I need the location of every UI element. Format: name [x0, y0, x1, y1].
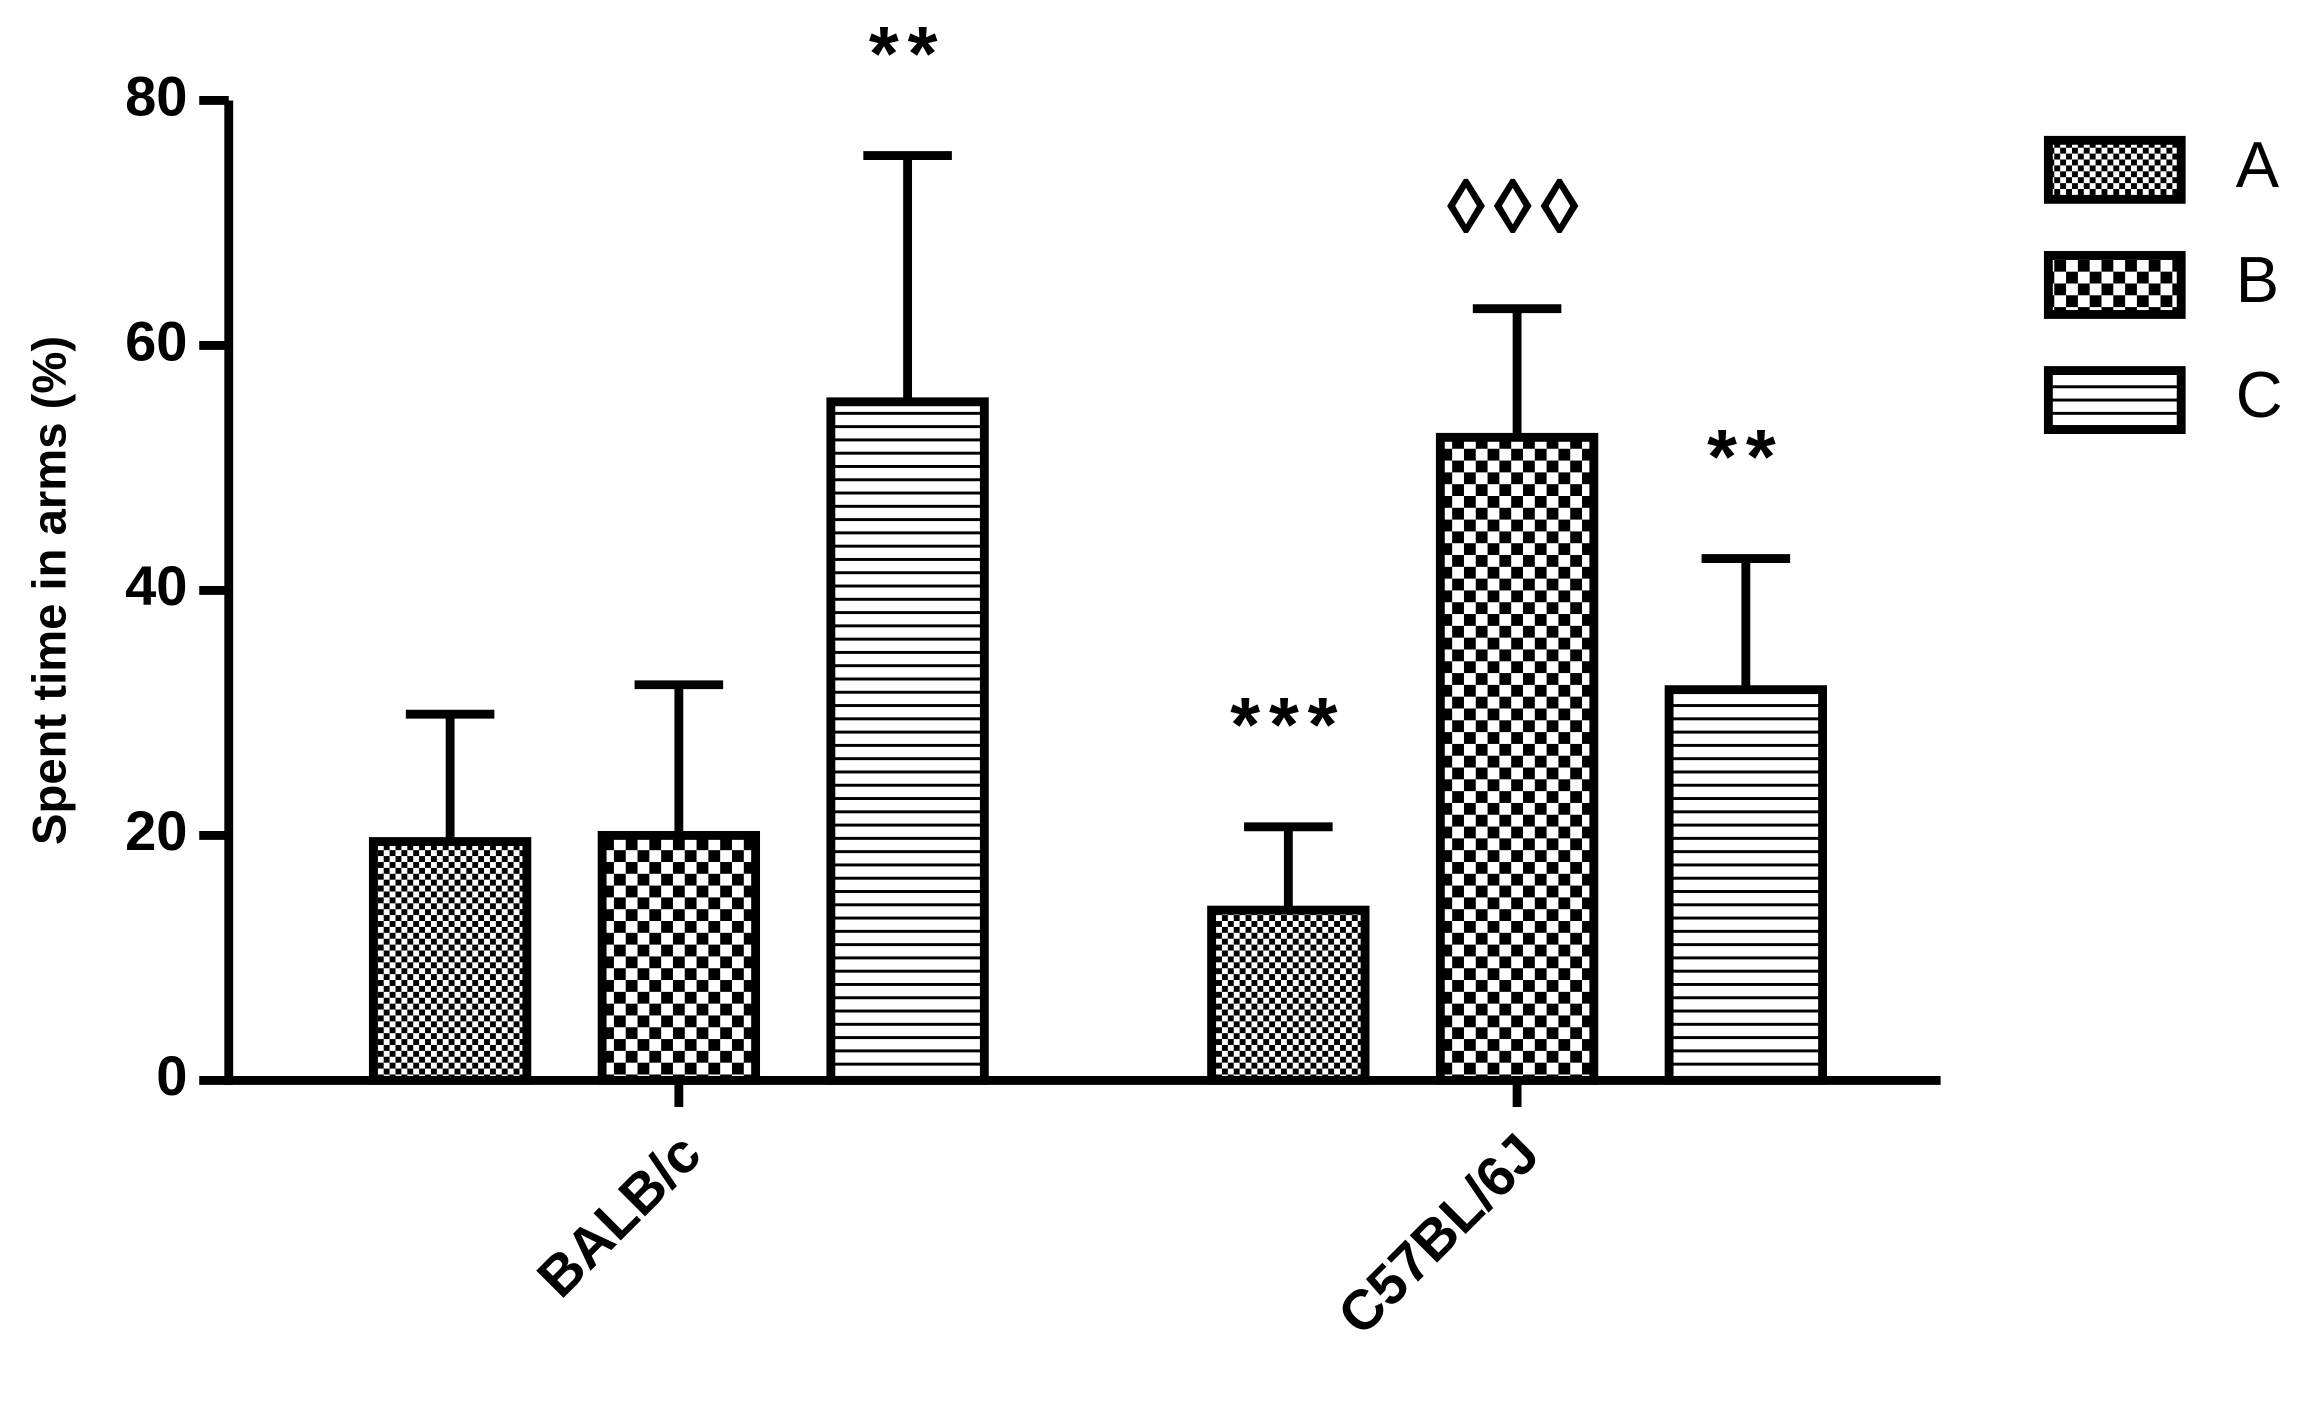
- x-tick-label: C57BL/6J: [1326, 1121, 1551, 1346]
- annotation: ◊◊◊: [1447, 165, 1587, 250]
- y-tick-label: 20: [125, 799, 187, 862]
- bar: [826, 397, 989, 1085]
- annotation: **: [1707, 415, 1784, 500]
- bar: [597, 830, 761, 1085]
- bar: [1435, 432, 1599, 1085]
- y-tick-label: 40: [125, 554, 187, 617]
- annotation: **: [869, 12, 946, 97]
- y-tick-label: 80: [125, 64, 187, 127]
- bar: [1207, 905, 1370, 1085]
- y-tick-label: 60: [125, 309, 187, 372]
- legend-label: C: [2236, 358, 2283, 431]
- y-tick-label: 0: [156, 1044, 187, 1107]
- legend-swatch: [2043, 366, 2186, 435]
- y-axis-label: Spent time in arms (%): [24, 336, 77, 845]
- legend-label: A: [2236, 128, 2280, 201]
- legend-label: B: [2236, 243, 2279, 316]
- bar: [368, 837, 532, 1085]
- annotation: ***: [1230, 683, 1346, 768]
- legend-swatch: [2043, 251, 2186, 319]
- legend-swatch: [2043, 135, 2186, 204]
- x-tick-label: BALB/c: [525, 1121, 713, 1309]
- bar: [1664, 685, 1827, 1085]
